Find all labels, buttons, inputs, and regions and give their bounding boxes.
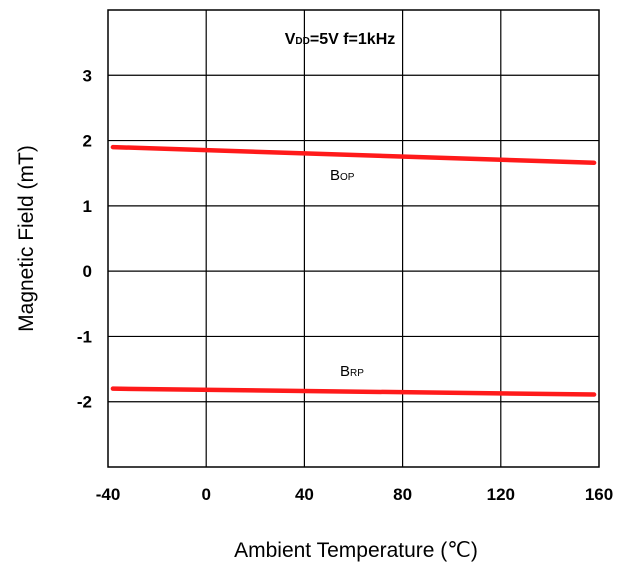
series-label-bop-main: B — [330, 167, 340, 184]
y-tick-label: -2 — [77, 393, 92, 412]
x-tick-label: 40 — [295, 485, 314, 504]
series-label-bop-subscript: OP — [340, 172, 355, 183]
x-tick-label: 120 — [487, 485, 515, 504]
plot-area — [107, 9, 600, 468]
series-line-brp — [110, 386, 597, 397]
x-tick-label: 0 — [201, 485, 210, 504]
x-tick-label: 160 — [585, 485, 613, 504]
x-tick-label: 80 — [393, 485, 412, 504]
grid-lines — [108, 10, 599, 467]
series-label-bop: BOP — [330, 167, 355, 184]
x-tick-label: -40 — [96, 485, 121, 504]
condition-annotation: VDD=5V f=1kHz — [285, 31, 396, 48]
series-label-brp-subscript: RP — [350, 368, 364, 379]
y-tick-label: 1 — [83, 197, 92, 216]
series-labels: BOP BRP — [330, 167, 364, 380]
series-layer — [110, 144, 597, 397]
y-tick-label: 2 — [83, 132, 92, 151]
series-line-bop — [110, 144, 597, 166]
y-axis-label: Magnetic Field (mT) — [15, 145, 38, 332]
x-axis-ticks: -40 0 40 80 120 160 — [96, 485, 613, 504]
y-tick-label: 3 — [83, 66, 92, 85]
condition-dd-subscript: DD — [295, 36, 309, 47]
y-tick-label: 0 — [83, 262, 92, 281]
condition-v: V — [285, 31, 296, 48]
y-tick-label: -1 — [77, 327, 92, 346]
x-axis-label: Ambient Temperature (℃) — [234, 539, 478, 562]
series-label-brp: BRP — [340, 363, 364, 380]
series-label-brp-main: B — [340, 363, 350, 380]
condition-rest: =5V f=1kHz — [310, 31, 395, 48]
y-axis-ticks: 3 2 1 0 -1 -2 — [77, 66, 92, 411]
